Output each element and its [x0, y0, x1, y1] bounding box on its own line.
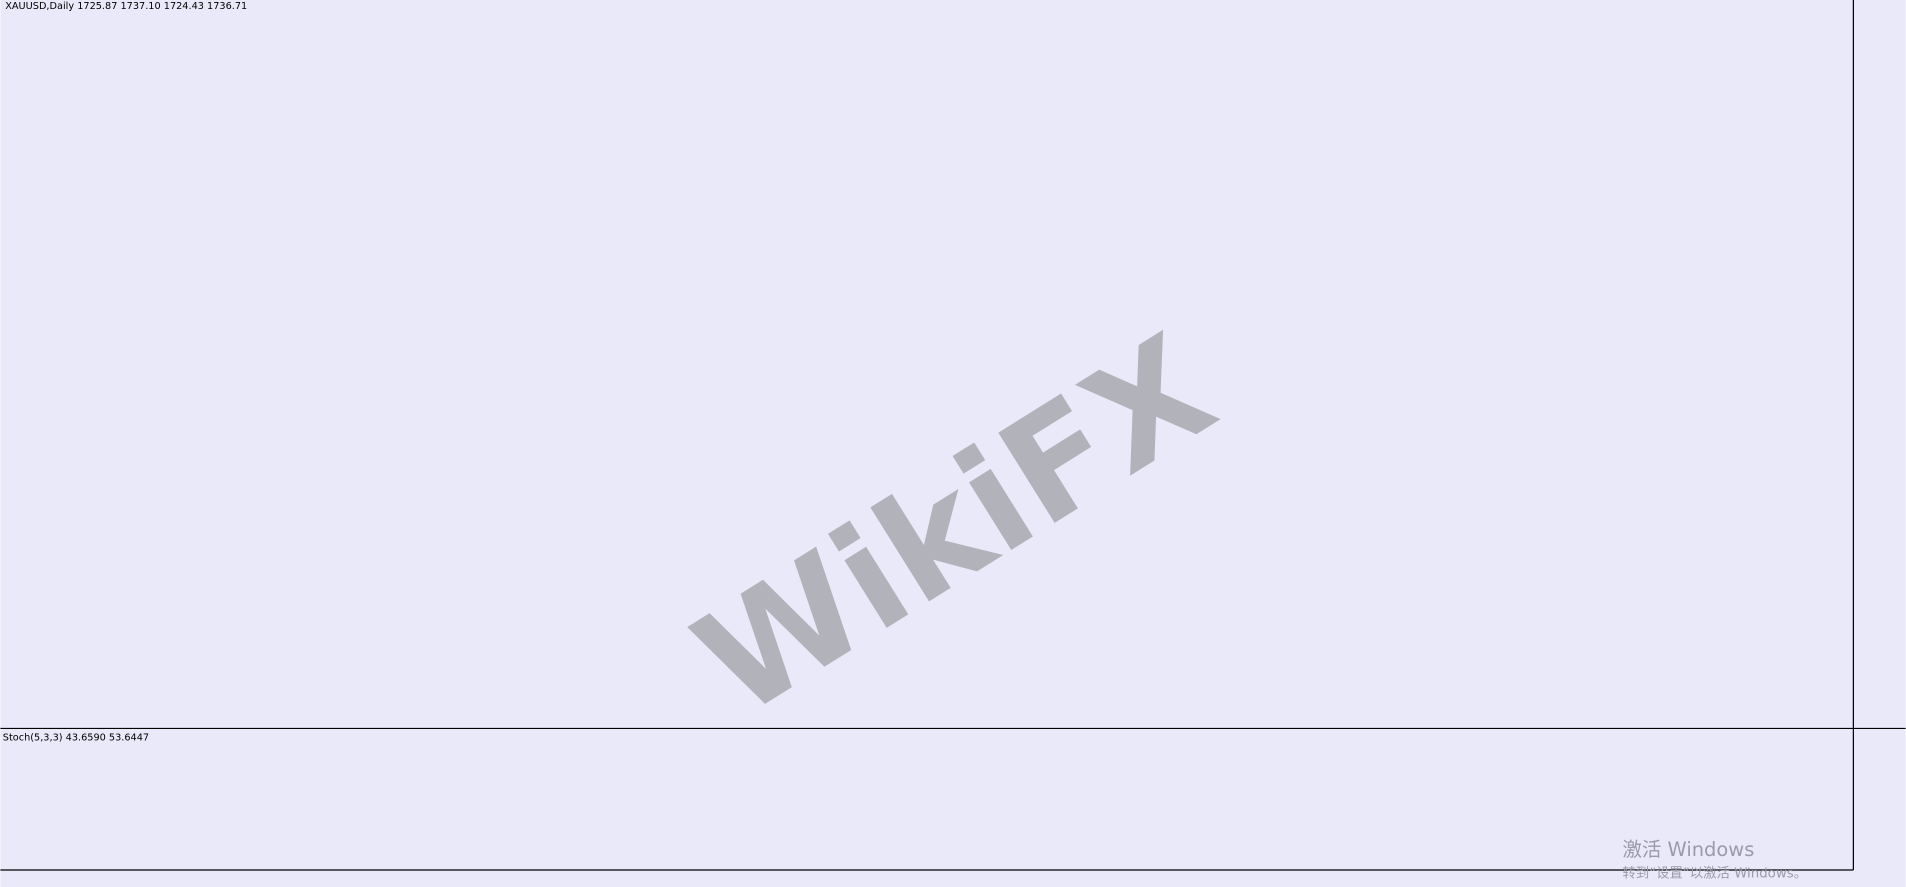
- stoch-title: Stoch(5,3,3) 43.6590 53.6447: [3, 733, 149, 744]
- windows-activate-hint: 转到“设置”以激活 Windows。: [1623, 866, 1808, 882]
- chart-title: XAUUSD,Daily 1725.87 1737.10 1724.43 173…: [5, 1, 247, 12]
- windows-activate: 激活 Windows: [1623, 838, 1755, 861]
